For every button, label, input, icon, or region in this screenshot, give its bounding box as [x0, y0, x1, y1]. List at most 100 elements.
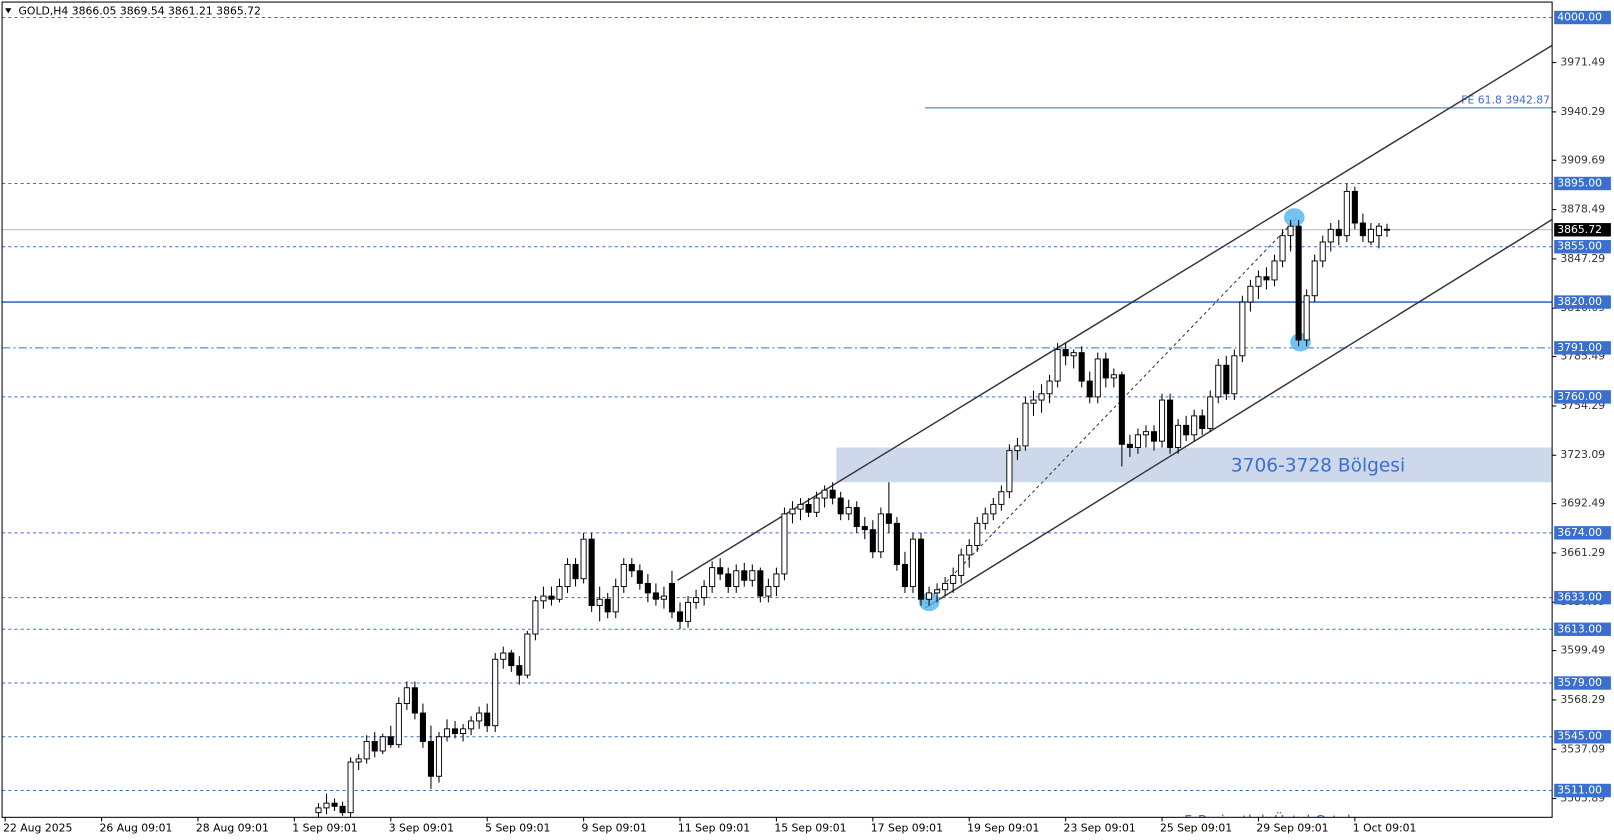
y-tick-label: 3940.29	[1560, 105, 1605, 118]
candle-body	[998, 491, 1005, 505]
x-tick-label: 23 Sep 09:01	[1064, 822, 1136, 835]
candle-body	[749, 570, 756, 581]
candle-body	[1118, 374, 1125, 445]
candle-body	[1255, 276, 1262, 287]
candle-body	[508, 652, 515, 667]
candle-body	[1375, 225, 1382, 237]
candle-body	[1335, 228, 1342, 237]
candle-body	[942, 582, 949, 591]
candle-body	[885, 513, 892, 524]
candle-body	[676, 611, 684, 622]
candle-body	[1158, 399, 1166, 442]
candle-body	[532, 600, 539, 635]
candle-body	[781, 513, 788, 575]
candle-body	[419, 712, 426, 742]
candle-body	[660, 595, 667, 600]
candle-body	[1110, 374, 1117, 379]
candle-body	[990, 503, 997, 515]
candle-body	[612, 586, 619, 613]
candle-body	[1126, 443, 1133, 448]
level-label: 3633.00	[1557, 591, 1602, 604]
candle-body	[966, 545, 973, 556]
candle-body	[636, 570, 643, 584]
candle-body	[1006, 450, 1013, 493]
level-label-box	[1554, 590, 1611, 605]
candle-body	[958, 554, 965, 576]
candle-body	[644, 582, 651, 594]
x-tick-label: 29 Sep 09:01	[1256, 822, 1328, 835]
candle-body	[1062, 349, 1069, 357]
candle-body	[797, 503, 804, 510]
candle-body	[1351, 190, 1358, 224]
x-tick-label: 11 Sep 09:01	[678, 822, 750, 835]
level-label-box	[1554, 240, 1611, 254]
candle-body	[1367, 228, 1374, 243]
candle-body	[741, 570, 748, 581]
candle-body	[1319, 241, 1326, 262]
level-label-box	[1554, 390, 1611, 404]
x-tick-label: 1 Sep 09:01	[292, 822, 357, 835]
candle-body	[1295, 225, 1302, 341]
candle-body	[452, 728, 459, 735]
candle-body	[1078, 352, 1085, 382]
candle-body	[460, 728, 467, 735]
candle-body	[596, 598, 603, 607]
y-tick-label: 3537.09	[1560, 742, 1605, 755]
level-label: 4000.00	[1557, 11, 1602, 24]
menu-triangle[interactable]	[5, 8, 12, 14]
y-tick-label: 3661.29	[1560, 546, 1605, 559]
level-label-box	[1554, 10, 1611, 25]
zone	[836, 447, 1553, 483]
candle-body	[1022, 402, 1029, 447]
candle-body	[1383, 228, 1391, 231]
level-label: 3820.00	[1557, 295, 1602, 308]
candle-body	[500, 652, 507, 660]
candle-body	[869, 529, 876, 553]
y-tick-label: 3599.49	[1560, 644, 1605, 657]
y-tick-label: 3878.49	[1560, 203, 1605, 216]
candle-body	[1070, 352, 1077, 357]
candle-body	[1311, 260, 1318, 297]
y-tick-label: 3847.29	[1560, 252, 1605, 265]
candle-body	[516, 665, 523, 676]
y-tick-label: 3909.69	[1560, 153, 1605, 166]
x-tick-label: 9 Sep 09:01	[582, 822, 647, 835]
candle-body	[1223, 364, 1230, 395]
candle-body	[1263, 276, 1270, 281]
candle-body	[1287, 225, 1294, 237]
candle-body	[813, 497, 820, 513]
candle-body	[893, 522, 900, 565]
level-label: 3855.00	[1557, 240, 1602, 253]
x-tick-label: 26 Aug 09:01	[100, 822, 173, 835]
candle-body	[668, 582, 676, 613]
candle-body	[628, 563, 635, 572]
y-tick-label: 3723.09	[1560, 448, 1605, 461]
candle-body	[1271, 260, 1278, 281]
level-label: 3895.00	[1557, 177, 1602, 190]
candle-body	[701, 586, 708, 599]
x-tick-label: 17 Sep 09:01	[871, 822, 943, 835]
x-tick-label: 1 Oct 09:01	[1353, 822, 1417, 835]
current-price-box	[1554, 223, 1611, 237]
x-tick-label: 25 Sep 09:01	[1160, 822, 1232, 835]
candle-body	[604, 598, 611, 613]
candle-body	[733, 570, 740, 588]
x-tick-label: 3 Sep 09:01	[389, 822, 454, 835]
candle-body	[1327, 228, 1334, 243]
candle-body	[950, 575, 957, 584]
candle-body	[492, 658, 499, 727]
candle-body	[1054, 349, 1061, 382]
x-tick-label: 28 Aug 09:01	[196, 822, 269, 835]
y-tick-label: 3692.49	[1560, 497, 1605, 510]
candle-body	[934, 589, 941, 594]
level-label-box	[1554, 783, 1611, 798]
candle-body	[1343, 190, 1350, 237]
fibo-base	[924, 218, 1297, 605]
level-label-box	[1554, 176, 1611, 191]
candle-body	[1150, 431, 1158, 442]
candle-body	[1191, 415, 1198, 436]
candle-body	[901, 563, 908, 588]
x-tick-label: 5 Sep 09:01	[485, 822, 550, 835]
candle-body	[1134, 434, 1141, 448]
